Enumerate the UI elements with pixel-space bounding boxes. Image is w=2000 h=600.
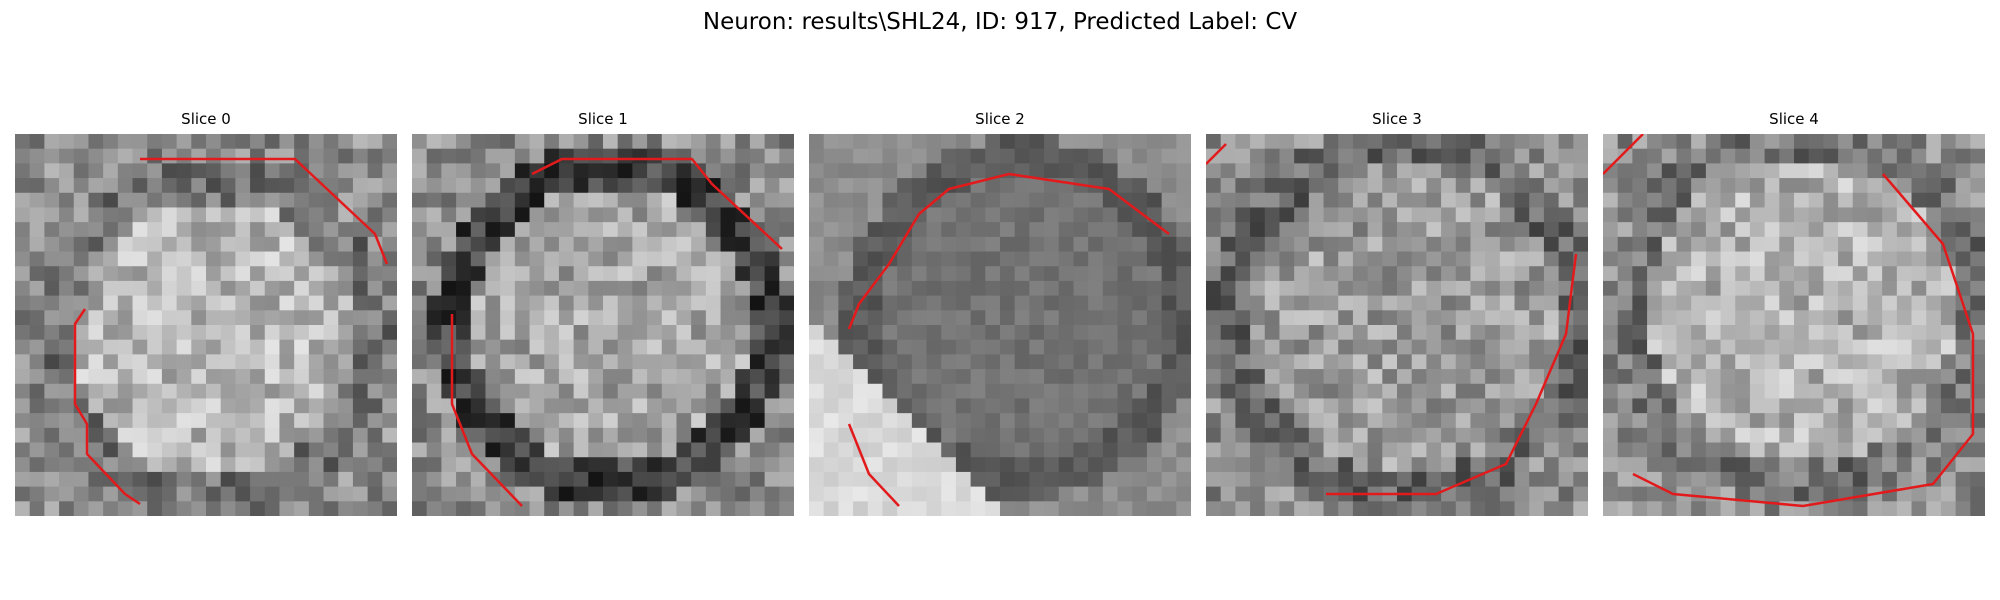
- slice-image: [15, 134, 397, 516]
- segmentation-contour: [140, 157, 389, 265]
- segmentation-contour: [1603, 134, 1644, 175]
- slice-image: [809, 134, 1191, 516]
- slice-title: Slice 3: [1372, 110, 1422, 128]
- segmentation-contour: [450, 314, 523, 507]
- slice-image: [412, 134, 794, 516]
- segmentation-contour: [1326, 253, 1578, 496]
- slice-image: [1603, 134, 1985, 516]
- slice-title: Slice 1: [578, 110, 628, 128]
- figure-title: Neuron: results\SHL24, ID: 917, Predicte…: [702, 9, 1298, 35]
- slice-image: [1206, 134, 1588, 516]
- segmentation-contour: [847, 172, 1170, 330]
- segmentation-contour: [847, 423, 900, 507]
- segmentation-contour: [531, 157, 783, 250]
- slice-title: Slice 2: [975, 110, 1025, 128]
- segmentation-contour: [1206, 143, 1227, 165]
- segmentation-contour: [73, 308, 141, 506]
- segmentation-contour: [1632, 173, 1975, 508]
- slice-title: Slice 0: [181, 110, 231, 128]
- slice-title: Slice 4: [1769, 110, 1819, 128]
